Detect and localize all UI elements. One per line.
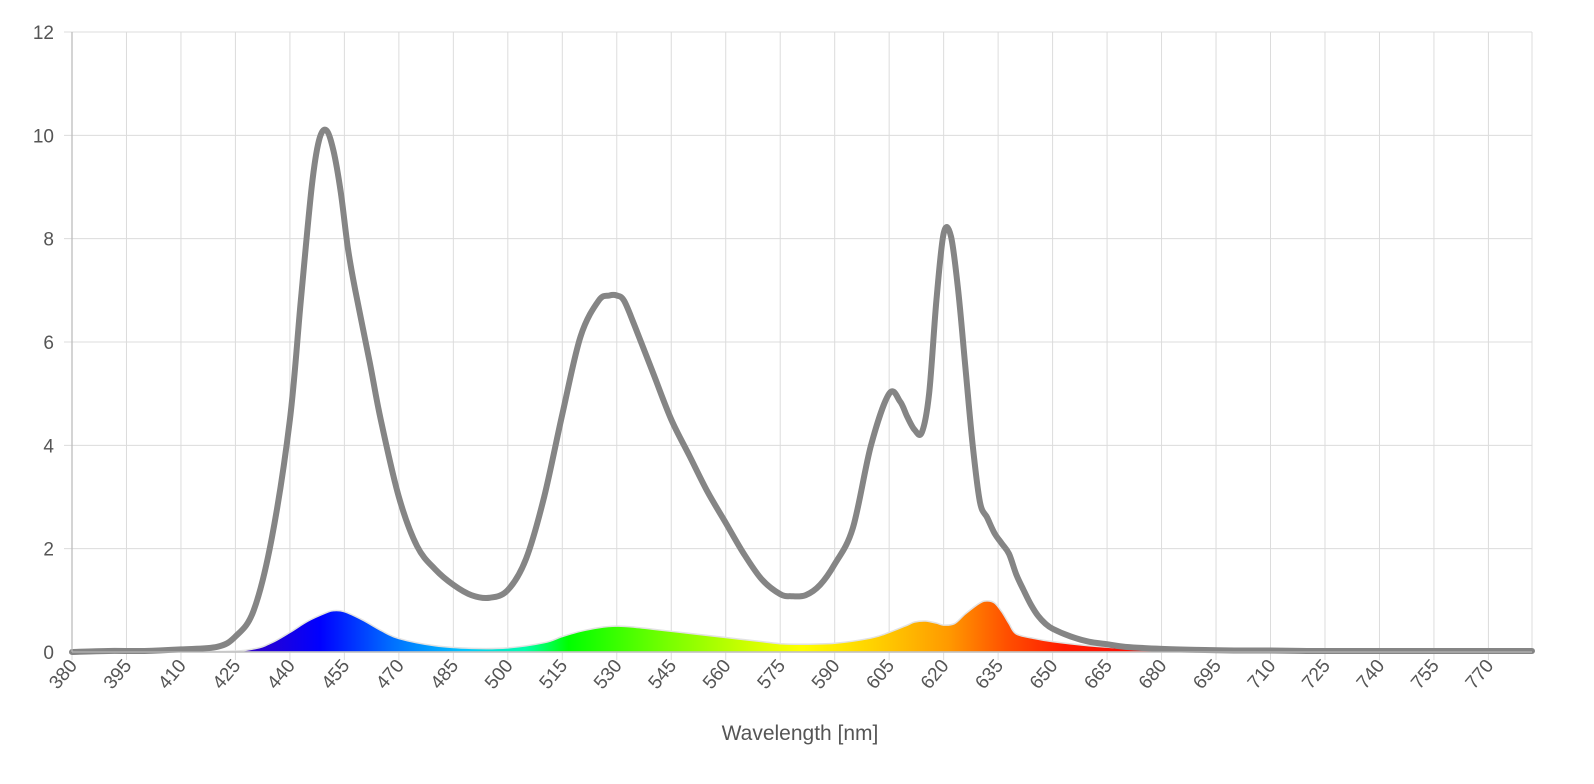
x-tick-label: 500 xyxy=(481,656,517,694)
grid xyxy=(64,31,1533,660)
x-tick-label: 410 xyxy=(154,656,190,694)
y-tick-label: 0 xyxy=(43,643,54,664)
x-axis-title: Wavelength [nm] xyxy=(722,722,879,745)
x-tick-label: 485 xyxy=(427,656,463,694)
spectrum-line-layer xyxy=(69,126,1535,655)
x-tick-label: 740 xyxy=(1353,656,1389,694)
y-tick-label: 6 xyxy=(43,333,54,354)
spectral-fill-layer xyxy=(71,600,1534,653)
axes xyxy=(71,32,1532,653)
x-tick-label: 665 xyxy=(1080,656,1116,694)
y-tick-label: 12 xyxy=(33,23,54,44)
y-tick-label: 10 xyxy=(33,126,54,147)
x-tick-label: 710 xyxy=(1244,656,1280,694)
x-tick-label: 575 xyxy=(754,656,790,694)
x-tick-label: 470 xyxy=(372,656,408,694)
x-tick-label: 545 xyxy=(645,656,681,694)
x-tick-label: 680 xyxy=(1135,656,1171,694)
y-tick-labels: 0 2 4 6 8 10 12 xyxy=(33,23,55,664)
y-tick-label: 8 xyxy=(43,230,54,251)
x-tick-label: 620 xyxy=(917,656,953,694)
x-tick-label: 455 xyxy=(318,656,354,694)
x-tick-label: 755 xyxy=(1407,656,1443,694)
x-tick-label: 515 xyxy=(536,656,572,694)
x-tick-label: 530 xyxy=(590,656,626,694)
x-tick-labels: 380 395 410 425 440 455 470 485 500 515 530 545 560 5… xyxy=(45,656,1498,694)
x-tick-label: 635 xyxy=(971,656,1007,694)
spectral-fill-area xyxy=(71,600,1534,653)
x-tick-label: 650 xyxy=(1026,656,1062,694)
x-tick-label: 560 xyxy=(699,656,735,694)
x-tick-label: 695 xyxy=(1189,656,1225,694)
x-tick-label: 725 xyxy=(1298,656,1334,694)
x-tick-label: 440 xyxy=(263,656,299,694)
x-tick-label: 395 xyxy=(100,656,136,694)
y-tick-label: 4 xyxy=(43,436,54,457)
x-tick-label: 770 xyxy=(1462,656,1498,694)
spectrum-line xyxy=(69,126,1535,655)
x-tick-label: 425 xyxy=(209,656,245,694)
x-tick-label: 590 xyxy=(808,656,844,694)
y-tick-label: 2 xyxy=(43,540,54,561)
x-tick-label: 605 xyxy=(863,656,899,694)
